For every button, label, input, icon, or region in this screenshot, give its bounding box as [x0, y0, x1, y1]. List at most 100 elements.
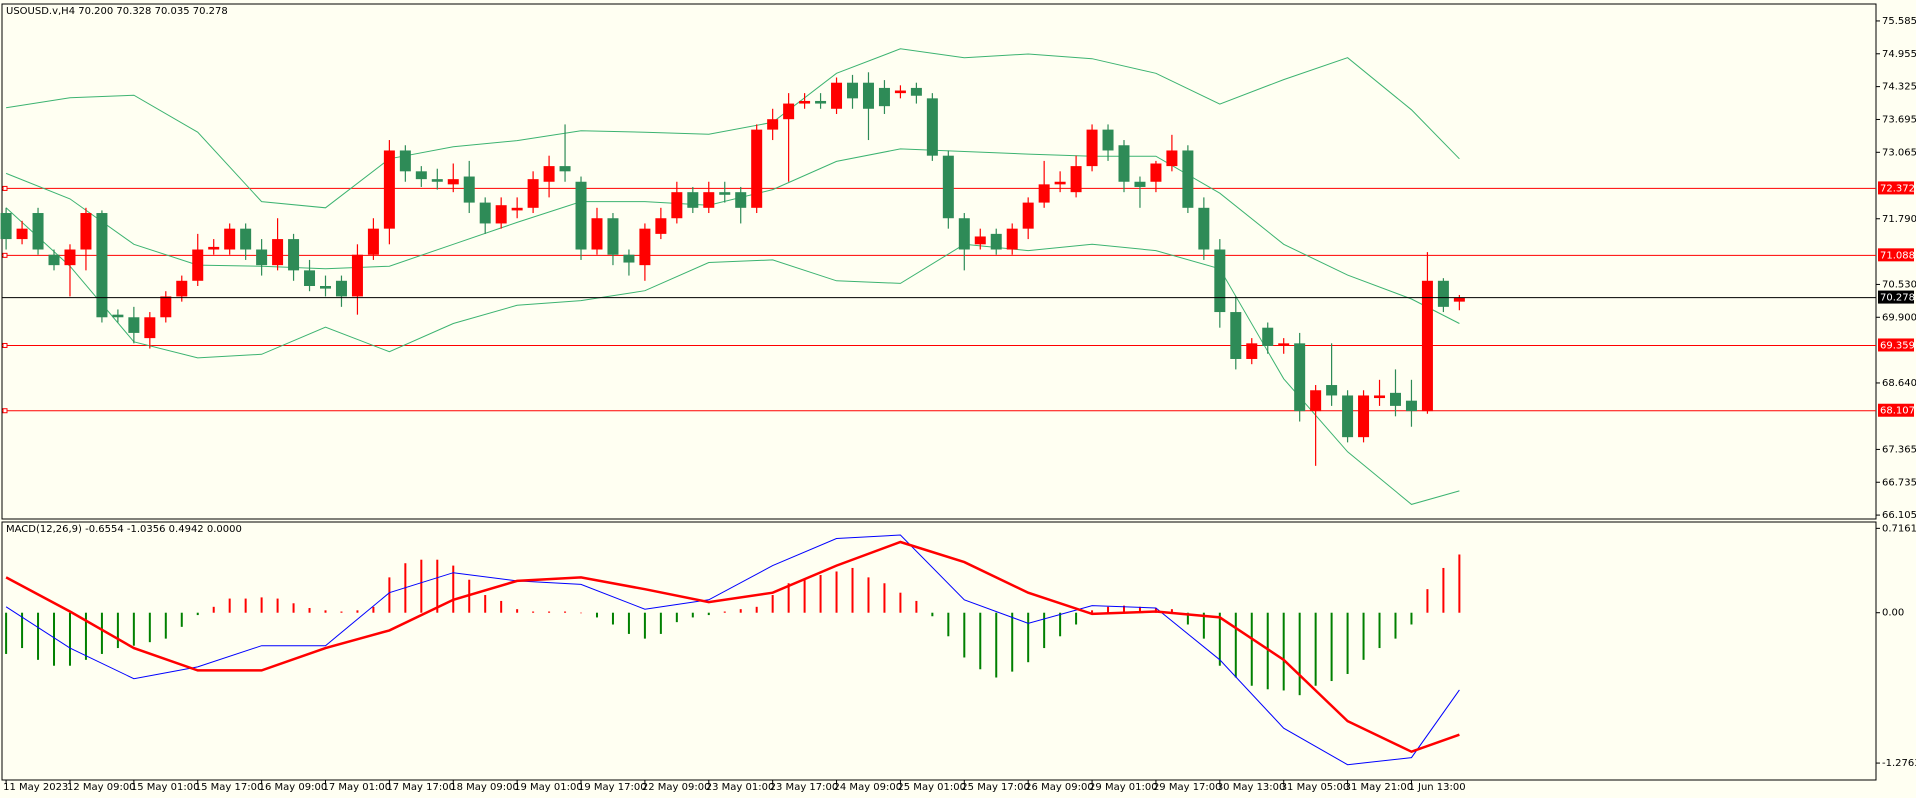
candle-body — [16, 228, 28, 240]
x-tick-label: 17 May 01:00 — [323, 782, 392, 793]
candle-body — [1358, 395, 1370, 438]
macd-histogram-bar — [835, 571, 838, 613]
macd-histogram-bar — [516, 609, 519, 613]
macd-histogram-bar — [915, 600, 918, 613]
x-tick-label: 19 May 01:00 — [514, 782, 583, 793]
candle-body — [128, 317, 140, 333]
macd-histogram-bar — [1442, 567, 1445, 613]
y-tick-label: 75.585 — [1882, 16, 1916, 27]
candle-body — [1405, 400, 1417, 412]
macd-histogram-bar — [5, 612, 8, 654]
candle-body — [335, 280, 347, 297]
macd-histogram-bar — [548, 611, 551, 613]
candle-body — [48, 254, 60, 266]
macd-histogram-bar — [84, 612, 87, 660]
macd-histogram-bar — [532, 611, 535, 613]
y-tick-label: 69.900 — [1882, 312, 1916, 323]
candle-body — [1134, 181, 1146, 187]
x-tick-label: 30 May 13:00 — [1217, 782, 1286, 793]
macd-histogram-bar — [1410, 612, 1413, 625]
y-tick-label: 67.365 — [1882, 444, 1916, 455]
candle-body — [80, 213, 92, 250]
macd-histogram-bar — [196, 612, 199, 616]
macd-histogram-bar — [228, 598, 231, 613]
x-tick-label: 18 May 09:00 — [450, 782, 519, 793]
macd-histogram-bar — [116, 612, 119, 649]
candle-body — [1182, 150, 1194, 208]
candle-body — [878, 87, 890, 107]
candle-body — [399, 150, 411, 172]
bollinger-band — [6, 48, 1460, 209]
x-tick-label: 23 May 17:00 — [770, 782, 839, 793]
candle-body — [1086, 129, 1098, 167]
candle-body — [383, 150, 395, 229]
price-header: USOUSD.v,H4 70.200 70.328 70.035 70.278 — [6, 6, 228, 17]
candle-body — [288, 239, 300, 271]
candle-body — [367, 228, 379, 255]
macd-histogram-bar — [292, 603, 295, 613]
macd-histogram-bar — [627, 612, 630, 634]
candle-body — [655, 218, 667, 234]
candle-body — [1389, 392, 1401, 406]
macd-histogram-bar — [1282, 612, 1285, 691]
macd-histogram-bar — [500, 600, 503, 613]
x-tick-label: 22 May 09:00 — [642, 782, 711, 793]
x-tick-label: 23 May 01:00 — [706, 782, 775, 793]
macd-histogram-bar — [484, 595, 487, 613]
level-label-box — [1878, 403, 1914, 417]
macd-histogram-bar — [308, 608, 311, 613]
candle-body — [1198, 207, 1210, 250]
candle-body — [112, 314, 124, 318]
x-tick-label: 16 May 09:00 — [259, 782, 328, 793]
candle-body — [1118, 145, 1130, 182]
candle-body — [1294, 343, 1306, 412]
candle-body — [144, 317, 156, 339]
macd-histogram-bar — [37, 612, 40, 660]
macd-histogram-bar — [1346, 612, 1349, 674]
macd-histogram-bar — [1458, 554, 1461, 613]
candle-body — [1054, 181, 1066, 185]
candle-body — [351, 254, 363, 297]
candle-body — [1278, 343, 1290, 346]
macd-histogram-bar — [1266, 612, 1269, 690]
macd-histogram-bar — [452, 565, 455, 613]
candle-body — [495, 205, 507, 224]
candle-body — [926, 98, 938, 156]
y-tick-label: 70.530 — [1882, 279, 1916, 290]
level-anchor — [2, 408, 8, 414]
macd-histogram-bar — [899, 592, 902, 613]
macd-histogram-bar — [819, 575, 822, 613]
candle-body — [671, 192, 683, 219]
candle-body — [447, 179, 459, 185]
level-label-box — [1878, 248, 1914, 262]
macd-histogram-bar — [723, 611, 726, 613]
level-label: 68.107 — [1880, 406, 1915, 417]
candle-body — [463, 176, 475, 203]
candle-body — [894, 90, 906, 94]
candle-body — [240, 228, 252, 250]
candle-body — [767, 119, 779, 130]
macd-histogram-bar — [643, 612, 646, 639]
macd-histogram-bar — [803, 579, 806, 613]
macd-histogram-bar — [755, 606, 758, 613]
candle-body — [0, 213, 12, 240]
macd-histogram-bar — [356, 610, 359, 613]
macd-histogram-bar — [260, 597, 263, 613]
candle-body — [32, 213, 44, 250]
macd-histogram-bar — [675, 612, 678, 623]
macd-histogram-bar — [21, 612, 24, 649]
candle-body — [974, 236, 986, 245]
macd-histogram-bar — [1298, 612, 1301, 696]
macd-histogram-bar — [1123, 605, 1125, 613]
macd-histogram-bar — [979, 612, 982, 670]
macd-histogram-bar — [436, 559, 439, 613]
candle-body — [639, 228, 651, 266]
macd-histogram-bar — [388, 577, 391, 613]
candle-body — [96, 213, 108, 318]
candle-body — [623, 254, 635, 263]
macd-histogram-bar — [132, 612, 135, 646]
price-panel-frame — [1, 3, 1877, 520]
macd-histogram-bar — [212, 606, 215, 613]
